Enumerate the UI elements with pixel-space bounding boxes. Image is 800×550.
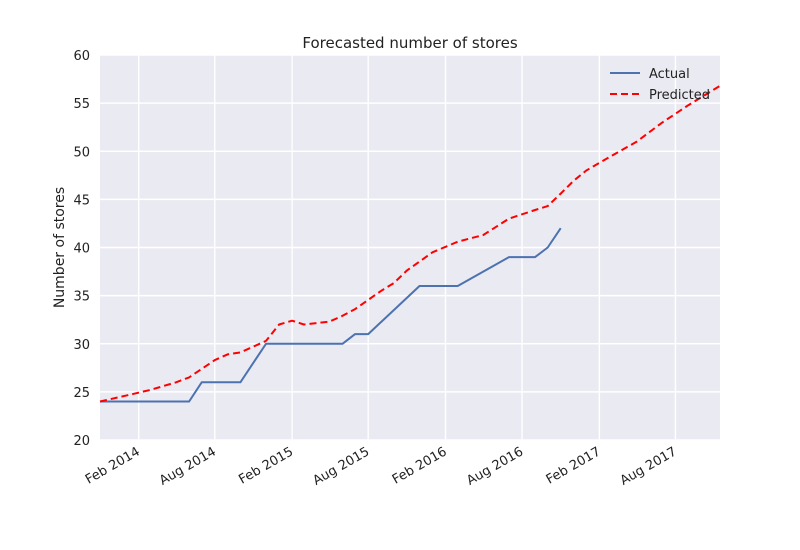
y-tick-label: 25 <box>73 386 90 401</box>
x-tick-label: Feb 2015 <box>236 444 296 487</box>
y-tick-label: 50 <box>73 145 90 160</box>
x-tick-label: Aug 2014 <box>157 444 219 488</box>
y-tick-label: 35 <box>73 290 90 305</box>
y-tick-label: 40 <box>73 242 90 257</box>
x-tick-label: Feb 2016 <box>390 444 450 487</box>
legend-actual-label: Actual <box>649 67 690 82</box>
x-tick-labels: Feb 2014 Aug 2014 Feb 2015 Aug 2015 Feb 2016… <box>83 444 679 488</box>
y-tick-labels: 20 25 30 35 40 45 50 55 60 <box>73 49 90 449</box>
x-tick-label: Aug 2015 <box>310 444 372 488</box>
series-predicted-line <box>99 84 721 403</box>
series-layer <box>99 84 721 403</box>
grid-lines <box>100 54 720 441</box>
y-tick-label: 55 <box>73 97 90 112</box>
x-tick-label: Feb 2014 <box>83 444 143 487</box>
y-tick-label: 20 <box>73 434 90 449</box>
x-tick-label: Feb 2017 <box>544 444 604 487</box>
y-tick-label: 45 <box>73 193 90 208</box>
legend-predicted-label: Predicted <box>649 88 710 103</box>
y-axis-label: Number of stores <box>52 187 68 308</box>
x-tick-label: Aug 2016 <box>464 444 526 488</box>
x-tick-label: Aug 2017 <box>618 444 680 488</box>
y-tick-label: 60 <box>73 49 90 64</box>
series-actual-line <box>100 227 562 403</box>
chart-title: Forecasted number of stores <box>302 34 517 52</box>
y-tick-label: 30 <box>73 338 90 353</box>
legend: Actual Predicted <box>610 67 710 103</box>
